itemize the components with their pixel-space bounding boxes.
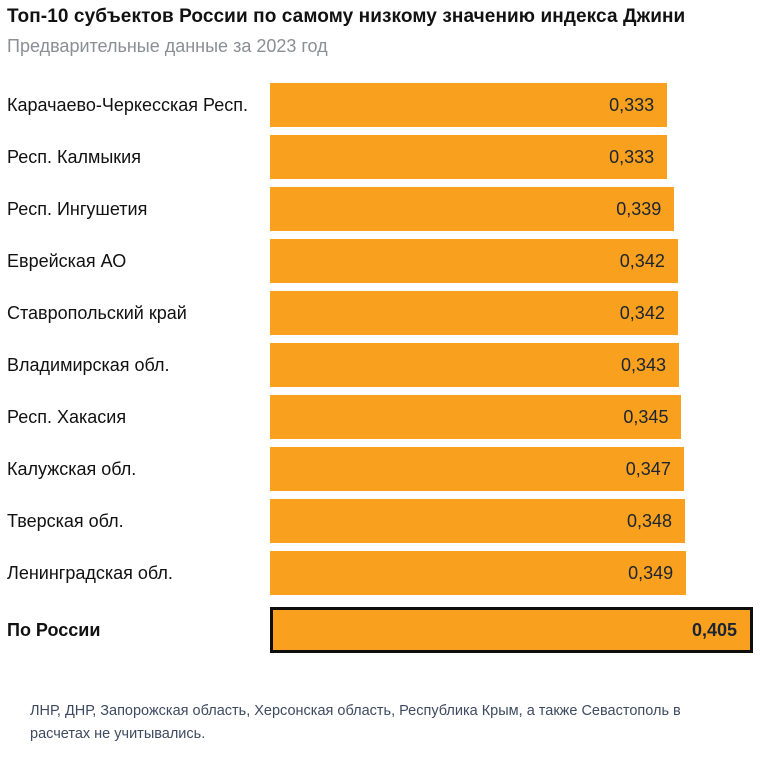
category-label: Тверская обл. [7, 510, 124, 531]
value-label: 0,349 [628, 562, 674, 583]
bar-row: Калужская обл. 0,347 [7, 447, 753, 491]
chart-footnote: ЛНР, ДНР, Запорожская область, Херсонска… [30, 703, 681, 742]
value-label: 0,343 [621, 354, 667, 375]
chart-subtitle: Предварительные данные за 2023 год [7, 36, 328, 56]
category-label: Калужская обл. [7, 458, 137, 479]
value-label: 0,333 [609, 94, 655, 115]
category-label: Еврейская АО [7, 250, 127, 271]
bar-track: 0,342 [270, 239, 753, 283]
bar-track: 0,342 [270, 291, 753, 335]
bar-row: Тверская обл. 0,348 [7, 499, 753, 543]
value-bar: 0,342 [270, 239, 678, 283]
value-label: 0,333 [609, 146, 655, 167]
bar-track: 0,348 [270, 499, 753, 543]
value-label: 0,348 [626, 510, 673, 531]
chart-title: Топ-10 субъектов России по самому низком… [7, 6, 686, 27]
bar-row: Ставропольский край 0,342 [7, 291, 753, 335]
value-bar: 0,343 [270, 343, 680, 387]
total-bar: 0,405 [270, 607, 753, 653]
value-label: 0,342 [619, 302, 665, 323]
bar-track: 0,405 [270, 607, 753, 653]
value-label: 0,345 [623, 406, 669, 427]
value-bar: 0,348 [270, 499, 686, 543]
category-label: Респ. Хакасия [7, 406, 127, 427]
bar-row: Респ. Калмыкия 0,333 [7, 135, 753, 179]
value-bar: 0,333 [270, 83, 668, 127]
bar-track: 0,339 [270, 187, 753, 231]
category-label: По России [7, 619, 101, 640]
bar-row: Респ. Ингушетия 0,339 [7, 187, 753, 231]
value-label: 0,342 [619, 250, 665, 271]
category-label: Респ. Калмыкия [7, 146, 141, 167]
bar-row: Респ. Хакасия 0,345 [7, 395, 753, 439]
bar-row: Еврейская АО 0,342 [7, 239, 753, 283]
value-label: 0,347 [625, 458, 671, 479]
category-label: Ставропольский край [7, 302, 187, 323]
category-label: Ленинградская обл. [7, 562, 173, 583]
bar-track: 0,333 [270, 83, 753, 127]
bar-row: Карачаево-Черкесская Респ. 0,333 [7, 83, 753, 127]
value-bar: 0,333 [270, 135, 668, 179]
bar-track: 0,343 [270, 343, 753, 387]
bar-row: Владимирская обл. 0,343 [7, 343, 753, 387]
bar-row: Ленинградская обл. 0,349 [7, 551, 753, 595]
bar-track: 0,333 [270, 135, 753, 179]
value-bar: 0,345 [270, 395, 682, 439]
bar-track: 0,347 [270, 447, 753, 491]
bar-track: 0,345 [270, 395, 753, 439]
value-bar: 0,339 [270, 187, 675, 231]
category-label: Карачаево-Черкесская Респ. [7, 94, 248, 115]
bar-rows: Карачаево-Черкесская Респ. 0,333 Респ. Кал… [7, 83, 753, 653]
bar-track: 0,349 [270, 551, 753, 595]
value-bar: 0,342 [270, 291, 678, 335]
category-label: Респ. Ингушетия [7, 198, 148, 219]
value-label: 0,339 [616, 198, 662, 219]
value-label: 0,405 [691, 619, 737, 640]
value-bar: 0,347 [270, 447, 684, 491]
bar-row-total: По России 0,405 [7, 607, 753, 653]
value-bar: 0,349 [270, 551, 687, 595]
category-label: Владимирская обл. [7, 354, 170, 375]
